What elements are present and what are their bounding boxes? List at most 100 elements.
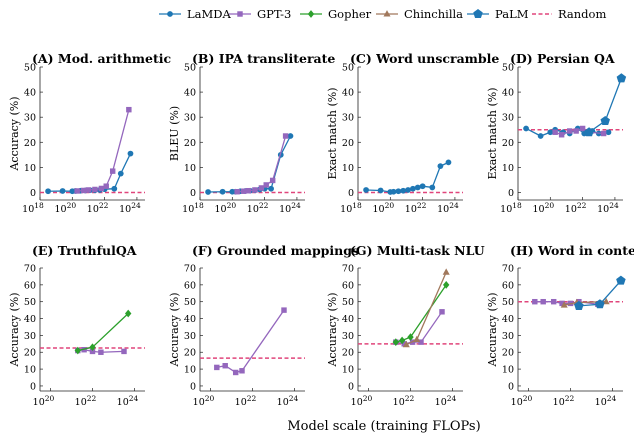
y-axis-label: Accuracy (%) bbox=[486, 292, 499, 367]
y-tick-label: 50 bbox=[24, 297, 36, 308]
data-point bbox=[605, 129, 612, 136]
data-point bbox=[439, 309, 445, 315]
x-tick-label: 1022 bbox=[565, 201, 587, 215]
y-tick-label: 10 bbox=[24, 365, 36, 376]
x-tick-label: 1022 bbox=[87, 201, 109, 215]
y-axis-label: Accuracy (%) bbox=[8, 96, 21, 171]
y-axis-label: Accuracy (%) bbox=[326, 292, 339, 367]
series-line bbox=[77, 109, 130, 192]
y-tick-label: 0 bbox=[190, 381, 196, 392]
data-point bbox=[252, 187, 258, 193]
x-tick-label: 1024 bbox=[437, 201, 459, 215]
x-tick-label: 1020 bbox=[511, 394, 533, 408]
y-tick-label: 30 bbox=[342, 331, 354, 342]
data-point bbox=[232, 369, 239, 376]
y-tick-label: 0 bbox=[30, 381, 36, 392]
legend-marker bbox=[167, 11, 173, 17]
x-tick-label: 1018 bbox=[22, 201, 44, 215]
y-tick-label: 0 bbox=[508, 381, 514, 392]
legend-item-lamda: LaMDA bbox=[159, 7, 231, 21]
data-point bbox=[239, 368, 245, 374]
data-point bbox=[125, 309, 132, 318]
legend-marker bbox=[307, 10, 315, 18]
y-tick-label: 40 bbox=[502, 314, 514, 325]
data-point bbox=[89, 343, 96, 352]
data-point bbox=[45, 188, 51, 195]
data-point bbox=[390, 188, 397, 195]
y-tick-label: 30 bbox=[502, 331, 514, 342]
legend-item-palm: PaLM bbox=[467, 7, 529, 21]
series-gpt-3 bbox=[74, 106, 132, 194]
panel-title: (F) Grounded mappings bbox=[192, 243, 359, 258]
legend-marker bbox=[237, 11, 243, 17]
y-tick-label: 30 bbox=[184, 113, 196, 124]
data-point bbox=[59, 188, 66, 194]
data-point bbox=[398, 336, 406, 345]
y-tick-label: 20 bbox=[342, 138, 354, 149]
y-tick-label: 50 bbox=[342, 63, 354, 74]
data-point bbox=[240, 188, 247, 194]
x-tick-label: 1020 bbox=[372, 201, 394, 215]
y-tick-label: 50 bbox=[184, 63, 196, 74]
series-palm bbox=[574, 275, 626, 310]
y-tick-label: 50 bbox=[502, 297, 514, 308]
y-tick-label: 30 bbox=[342, 113, 354, 124]
y-tick-label: 20 bbox=[184, 348, 196, 359]
y-tick-label: 60 bbox=[502, 280, 514, 291]
data-point bbox=[413, 335, 421, 343]
data-point bbox=[363, 187, 369, 193]
data-point bbox=[584, 127, 594, 137]
y-tick-label: 40 bbox=[342, 314, 354, 325]
legend-label: PaLM bbox=[495, 7, 529, 21]
y-tick-label: 40 bbox=[184, 314, 196, 325]
data-point bbox=[410, 185, 416, 192]
data-point bbox=[616, 275, 626, 285]
panel-title: (C) Word unscramble bbox=[350, 51, 499, 66]
data-point bbox=[258, 185, 265, 191]
legend-item-gpt-3: GPT-3 bbox=[229, 7, 291, 21]
data-point bbox=[287, 133, 294, 139]
legend-marker bbox=[383, 10, 391, 17]
data-point bbox=[595, 299, 605, 309]
y-tick-label: 40 bbox=[24, 314, 36, 325]
panel-title: (E) TruthfulQA bbox=[32, 243, 137, 258]
series-gopher bbox=[74, 309, 132, 355]
panel-title: (A) Mod. arithmetic bbox=[32, 51, 171, 66]
data-point bbox=[74, 188, 80, 194]
y-tick-label: 60 bbox=[342, 280, 354, 291]
data-point bbox=[573, 128, 579, 134]
series-line bbox=[395, 284, 447, 343]
y-tick-label: 30 bbox=[24, 113, 36, 124]
y-axis-label: Exact match (%) bbox=[486, 87, 499, 179]
data-point bbox=[377, 187, 384, 194]
data-point bbox=[392, 338, 399, 346]
y-tick-label: 70 bbox=[24, 264, 36, 275]
y-tick-label: 0 bbox=[30, 188, 36, 199]
y-tick-label: 20 bbox=[342, 348, 354, 359]
x-tick-label: 1024 bbox=[597, 201, 619, 215]
x-tick-label: 1022 bbox=[553, 394, 575, 408]
data-point bbox=[401, 341, 407, 347]
series-gpt-3 bbox=[234, 133, 289, 195]
x-axis-label: Model scale (training FLOPs) bbox=[287, 419, 480, 434]
data-point bbox=[400, 187, 407, 194]
data-point bbox=[540, 298, 546, 305]
data-point bbox=[445, 159, 452, 166]
data-point bbox=[98, 349, 104, 355]
y-tick-label: 10 bbox=[184, 365, 196, 376]
series-chinchilla bbox=[402, 268, 450, 348]
panel-title: (H) Word in context bbox=[510, 243, 634, 258]
data-point bbox=[80, 187, 87, 194]
y-tick-label: 50 bbox=[184, 297, 196, 308]
y-tick-label: 40 bbox=[184, 88, 196, 99]
data-point bbox=[560, 301, 568, 308]
series-palm bbox=[584, 73, 627, 137]
data-point bbox=[414, 184, 421, 191]
data-point bbox=[419, 183, 426, 190]
y-tick-label: 0 bbox=[348, 381, 354, 392]
